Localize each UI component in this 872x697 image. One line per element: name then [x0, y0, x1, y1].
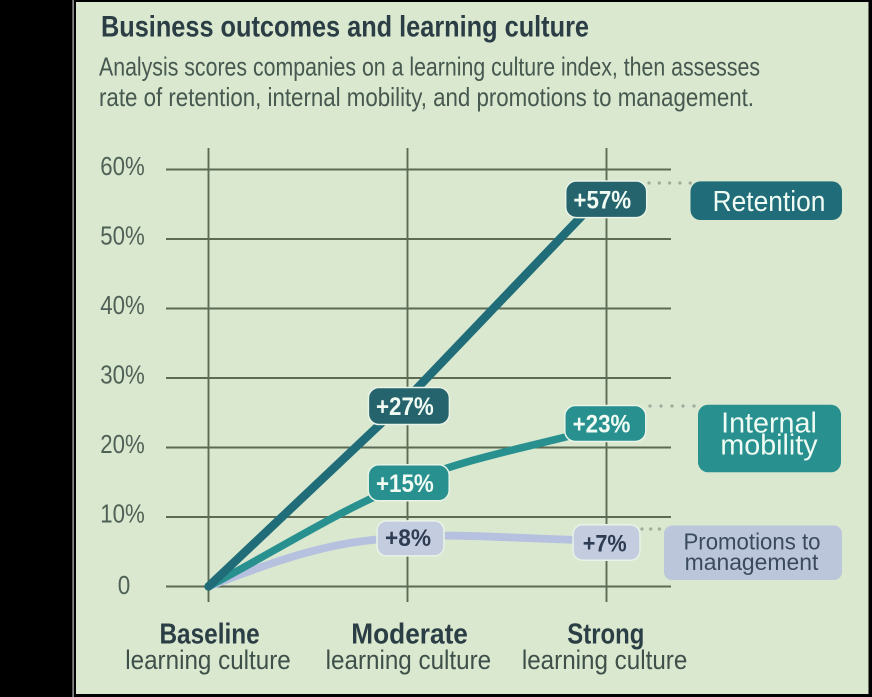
svg-text:+27%: +27% — [376, 393, 434, 421]
svg-text:20%: 20% — [100, 429, 145, 459]
svg-text:mobility: mobility — [720, 430, 818, 462]
svg-text:60%: 60% — [100, 151, 145, 181]
svg-text:+7%: +7% — [583, 530, 627, 557]
svg-text:Baseline: Baseline — [159, 618, 259, 650]
svg-text:0: 0 — [118, 570, 131, 600]
svg-text:40%: 40% — [100, 290, 145, 320]
svg-text:+23%: +23% — [573, 411, 631, 439]
svg-text:Business outcomes and learning: Business outcomes and learning culture — [101, 11, 589, 44]
svg-text:learning culture: learning culture — [125, 645, 291, 675]
svg-text:Strong: Strong — [567, 618, 644, 650]
svg-text:+15%: +15% — [376, 470, 434, 498]
svg-text:Analysis scores companies on a: Analysis scores companies on a learning … — [99, 52, 760, 82]
svg-text:management: management — [685, 549, 819, 575]
svg-text:30%: 30% — [100, 360, 145, 390]
svg-text:Promotions to: Promotions to — [684, 529, 821, 555]
svg-text:Moderate: Moderate — [351, 618, 468, 650]
svg-text:+57%: +57% — [573, 186, 631, 214]
svg-text:rate of retention, internal mo: rate of retention, internal mobility, an… — [99, 82, 754, 112]
svg-text:10%: 10% — [100, 499, 145, 529]
svg-text:+8%: +8% — [385, 525, 431, 552]
svg-text:50%: 50% — [100, 221, 145, 251]
svg-text:Internal: Internal — [721, 408, 817, 440]
svg-text:learning culture: learning culture — [522, 645, 688, 675]
svg-text:Retention: Retention — [713, 186, 826, 218]
svg-text:learning culture: learning culture — [326, 645, 492, 675]
